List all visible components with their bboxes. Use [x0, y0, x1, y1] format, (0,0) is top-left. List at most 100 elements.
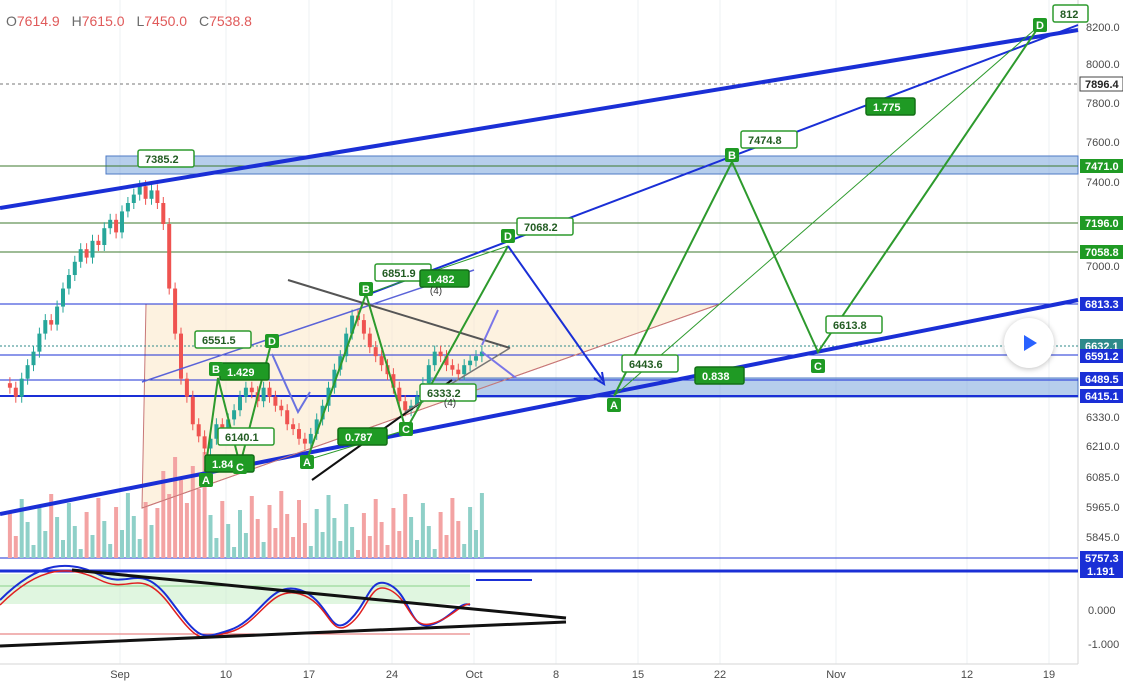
volume-bar — [444, 535, 449, 558]
candle-body — [96, 240, 101, 245]
volume-bar — [190, 466, 195, 558]
candle-body — [474, 356, 478, 361]
volume-bar — [385, 545, 390, 558]
candle-body — [468, 360, 473, 366]
volume-bar — [102, 521, 107, 558]
candle-body — [114, 219, 119, 233]
volume-bar — [232, 547, 237, 558]
point-label-text: D — [504, 231, 512, 243]
candle-body — [37, 333, 42, 352]
volume-bar — [243, 533, 248, 558]
candle-body — [190, 396, 195, 425]
price-tag-label: 7196.0 — [1085, 218, 1119, 230]
candle-body — [344, 333, 349, 357]
volume-bar — [61, 540, 65, 558]
candle-body — [226, 419, 231, 434]
candle-body — [450, 365, 455, 370]
candle-body — [13, 387, 18, 397]
volume-bar — [37, 508, 42, 558]
volume-bar — [415, 540, 419, 558]
time-tick-label: 8 — [553, 669, 559, 681]
volume-bar — [426, 526, 431, 558]
point-label-text: A — [303, 457, 311, 469]
open-value: 7614.9 — [16, 13, 60, 29]
candle-body — [102, 228, 107, 245]
candle-body — [108, 219, 113, 229]
play-icon — [1024, 335, 1037, 351]
pattern-label-text: 6551.5 — [202, 335, 236, 347]
candle-body — [314, 419, 319, 434]
candle-body — [25, 365, 30, 379]
candle-body — [456, 369, 461, 375]
price-tag-box — [1080, 159, 1123, 173]
volume-bar — [179, 480, 183, 558]
volume-bar — [291, 537, 296, 558]
support-zone — [429, 377, 1079, 398]
candle-body — [291, 424, 296, 430]
indicator-tick-label: 0.000 — [1088, 605, 1116, 617]
candle-body — [131, 194, 136, 203]
wedge-arrows — [481, 309, 517, 379]
close-label: C — [198, 13, 210, 29]
volume-bar — [297, 500, 301, 558]
volume-bar — [326, 495, 331, 558]
pattern-label-box — [137, 149, 195, 168]
candle-body — [285, 410, 290, 425]
volume-bar — [361, 513, 366, 558]
volume-bar — [397, 531, 402, 558]
volume-bar — [78, 549, 83, 558]
candle-body — [167, 224, 172, 289]
volume-bar — [332, 518, 337, 558]
point-label-text: B — [212, 364, 220, 376]
volume-bar — [84, 512, 89, 558]
volume-bar — [462, 544, 467, 558]
wave-label-text: (4) — [430, 286, 442, 297]
pattern-label-box — [194, 330, 252, 349]
pattern-label-text: 0.787 — [345, 432, 373, 444]
volume-bar — [66, 503, 71, 558]
candle-body — [267, 387, 272, 397]
point-label-text: B — [728, 150, 736, 162]
volume-bar — [320, 532, 325, 558]
low-value: 7450.0 — [144, 13, 188, 29]
volume-bar — [391, 508, 396, 558]
pattern-label-text: 6851.9 — [382, 268, 416, 280]
candle-body — [308, 433, 313, 444]
volume-bar — [208, 515, 213, 558]
projection-arrows — [271, 245, 606, 581]
price-tick-label: 5845.0 — [1086, 532, 1120, 544]
price-tick-label: 8200.0 — [1086, 22, 1120, 34]
candle-body — [479, 351, 484, 357]
candle-body — [261, 387, 266, 402]
volume-bar — [255, 519, 260, 558]
volume-bar — [344, 504, 349, 558]
volume-bar — [420, 503, 425, 558]
price-tag-box — [1079, 76, 1123, 92]
candle-body — [208, 438, 213, 449]
volume-bar — [273, 528, 278, 558]
volume-bars — [7, 452, 484, 558]
time-tick-label: 22 — [714, 669, 726, 681]
candle-body — [137, 186, 142, 195]
volume-bar — [226, 524, 231, 558]
volume-bar — [409, 517, 414, 558]
play-button[interactable] — [1004, 318, 1054, 368]
point-label-box — [811, 359, 825, 373]
candle-body — [426, 365, 431, 384]
candle-body — [161, 203, 166, 224]
volume-bar — [173, 457, 178, 558]
candle-body — [373, 347, 378, 357]
pattern-label-text: 7068.2 — [524, 222, 558, 234]
candle-body — [61, 288, 65, 307]
candle-body — [302, 438, 307, 444]
volume-bar — [279, 491, 284, 558]
harmonic-patterns — [204, 24, 1041, 473]
price-tag-label: 6415.1 — [1085, 391, 1119, 403]
pattern-label-text: 0.838 — [702, 371, 730, 383]
point-label-text: D — [1036, 20, 1044, 32]
pattern-label-text: 1.482 — [427, 274, 455, 286]
volume-bar — [31, 545, 36, 558]
candle-body — [173, 288, 178, 334]
price-tag-label: 7471.0 — [1085, 161, 1119, 173]
